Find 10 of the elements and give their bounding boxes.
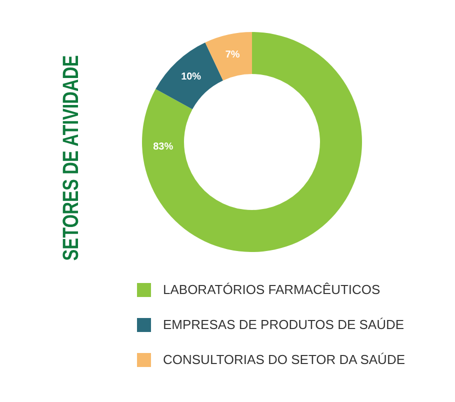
donut-slice xyxy=(142,32,362,252)
data-label: 10% xyxy=(181,72,202,83)
donut-slice xyxy=(156,42,224,110)
donut-slice xyxy=(205,32,252,80)
text: SETORES DE ATIVIDADE xyxy=(59,55,84,261)
legend-label: LABORATÓRIOS FARMACÊUTICOS xyxy=(163,282,380,297)
data-label: 83% xyxy=(153,141,174,152)
legend-label: CONSULTORIAS DO SETOR DA SAÚDE xyxy=(163,352,405,367)
legend-label: EMPRESAS DE PRODUTOS DE SAÚDE xyxy=(163,317,404,332)
data-label: 7% xyxy=(225,50,240,61)
